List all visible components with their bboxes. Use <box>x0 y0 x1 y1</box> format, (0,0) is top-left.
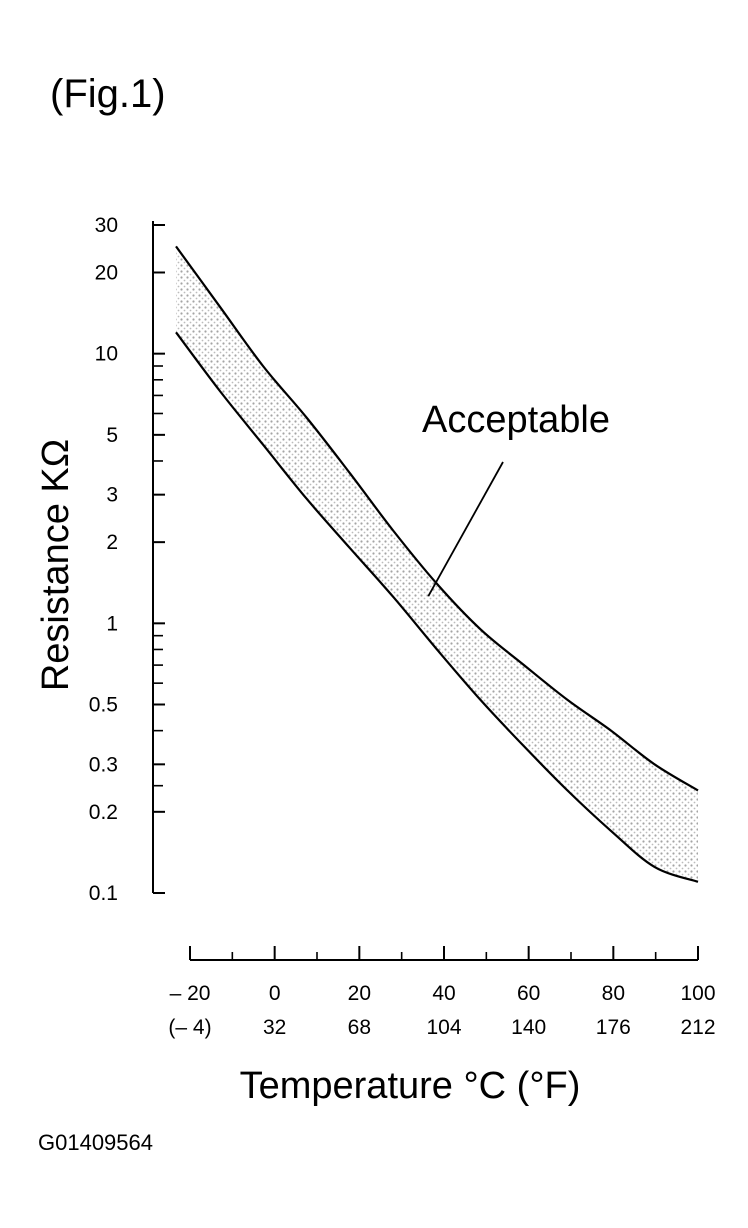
y-tick-label: 10 <box>95 343 118 366</box>
x-tick-label-fahrenheit: 176 <box>596 1016 631 1039</box>
figure-label: (Fig.1) <box>50 72 166 116</box>
x-tick-label-fahrenheit: 104 <box>426 1016 461 1039</box>
x-tick-label-celsius: 100 <box>680 982 715 1005</box>
y-tick-label: 5 <box>106 424 118 447</box>
annotation-acceptable: Acceptable <box>422 399 610 441</box>
x-tick-label-celsius: – 20 <box>170 982 211 1005</box>
annotation-leader-line <box>427 461 504 597</box>
x-tick-label-fahrenheit: 140 <box>511 1016 546 1039</box>
x-tick-label-celsius: 0 <box>269 982 281 1005</box>
y-tick-label: 30 <box>95 214 118 237</box>
x-tick-label-celsius: 20 <box>348 982 371 1005</box>
x-axis-label: Temperature °C (°F) <box>240 1065 581 1107</box>
upper-limit-line <box>175 245 699 792</box>
figure-code: G01409564 <box>38 1130 153 1155</box>
x-tick-label-fahrenheit: 32 <box>263 1016 286 1039</box>
lower-limit-line <box>175 331 699 883</box>
y-axis-label: Resistance KΩ <box>35 439 77 691</box>
y-tick-label: 0.3 <box>89 753 118 776</box>
y-tick-label: 0.5 <box>89 694 118 717</box>
x-tick-label-fahrenheit: 68 <box>348 1016 371 1039</box>
y-tick-label: 1 <box>106 612 118 635</box>
x-tick-label-fahrenheit: 212 <box>680 1016 715 1039</box>
y-tick-label: 20 <box>95 261 118 284</box>
y-tick-label: 0.1 <box>89 882 118 905</box>
acceptable-band <box>176 246 698 882</box>
x-tick-label-celsius: 40 <box>432 982 455 1005</box>
y-tick-label: 2 <box>106 531 118 554</box>
y-tick-label: 0.2 <box>89 801 118 824</box>
x-tick-label-celsius: 80 <box>602 982 625 1005</box>
x-tick-label-fahrenheit: (– 4) <box>168 1016 211 1039</box>
y-tick-label: 3 <box>106 484 118 507</box>
x-tick-label-celsius: 60 <box>517 982 540 1005</box>
